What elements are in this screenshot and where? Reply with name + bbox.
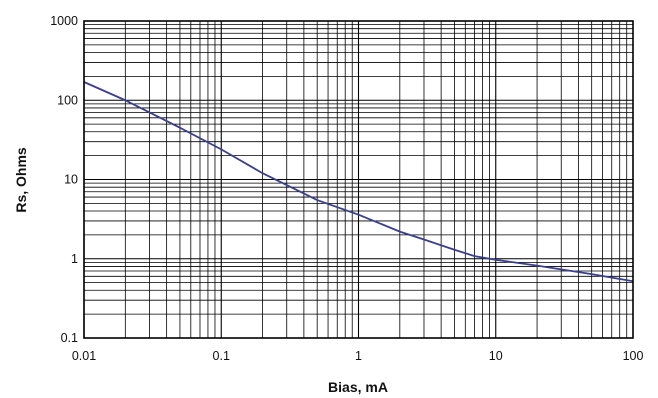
y-tick-label: 1 [71,252,78,266]
x-tick-label: 100 [623,349,644,363]
x-tick-labels: 0.01 0.1 1 10 100 [72,349,644,363]
y-tick-labels: 0.1 1 10 100 1000 [50,14,78,345]
y-tick-label: 10 [64,173,78,187]
x-tick-label: 1 [355,349,362,363]
y-tick-label: 1000 [50,14,78,28]
series-line [83,81,634,283]
x-tick-label: 10 [489,349,503,363]
x-tick-label: 0.01 [72,349,96,363]
x-axis-title: Bias, mA [328,379,388,395]
x-tick-label: 0.1 [213,349,230,363]
y-axis-title: Rs, Ohms [13,147,29,213]
y-tick-label: 0.1 [61,331,78,345]
grid-lines [83,21,633,339]
plot-frame [83,20,634,339]
y-tick-label: 100 [57,93,78,107]
